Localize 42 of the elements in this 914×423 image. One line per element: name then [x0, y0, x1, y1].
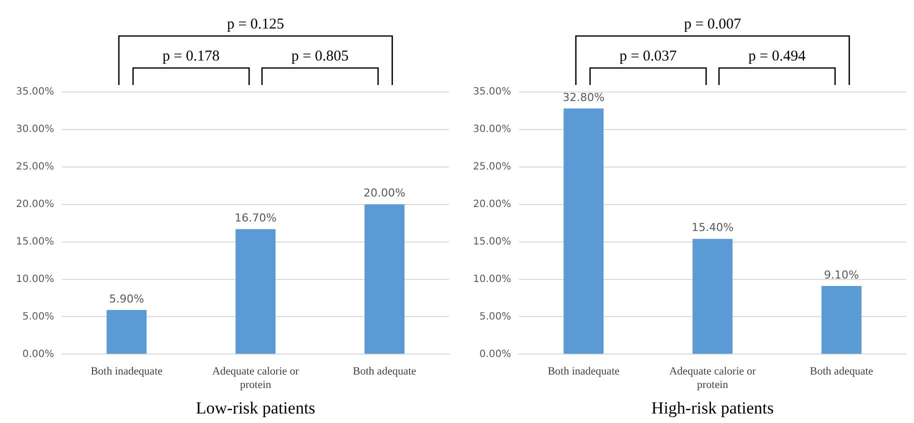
y-tick-label: 20.00% [16, 198, 54, 210]
y-tick-label: 35.00% [472, 86, 512, 98]
text: p = 0.178 [162, 48, 220, 64]
bar [564, 108, 604, 354]
y-tick-label: 25.00% [472, 162, 512, 173]
text: p = 0.037 [619, 48, 678, 64]
x-axis-title: High-risk patients [651, 398, 774, 418]
x-tick-label: Adequate calorie or protein [212, 366, 300, 391]
data-label: 5.90% [109, 292, 144, 306]
x-tick-label: Adequate calorie or protein [669, 366, 756, 391]
y-tick-label: 30.00% [472, 124, 512, 136]
x-tick-label: Both inadequate [548, 366, 620, 378]
data-label: 9.10% [824, 268, 859, 282]
y-tick-label: 15.00% [472, 236, 512, 248]
y-tick-label: 5.00% [22, 311, 54, 322]
bar [692, 238, 733, 354]
bar [364, 204, 405, 354]
data-label: 20.00% [364, 186, 406, 200]
x-tick-label: Both adequate [352, 366, 416, 378]
data-label: 15.40% [692, 221, 734, 234]
y-tick-label: 0.00% [22, 348, 54, 360]
text: p = 0.805 [291, 48, 349, 64]
x-tick-label: Both inadequate [90, 366, 163, 378]
y-tick-label: 0.00% [479, 348, 512, 360]
x-axis-title: Low-risk patients [196, 398, 316, 418]
data-label: 32.80% [562, 90, 605, 104]
data-label: 16.70% [234, 211, 277, 224]
bar [236, 229, 276, 354]
text: p = 0.007 [684, 16, 742, 32]
y-tick-label: 5.00% [479, 311, 512, 322]
y-tick-label: 20.00% [472, 198, 512, 210]
y-tick-label: 35.00% [16, 86, 54, 98]
y-tick-label: 25.00% [16, 162, 54, 173]
y-tick-label: 30.00% [16, 124, 54, 136]
text: p = 0.125 [226, 16, 284, 32]
text: p = 0.494 [748, 48, 806, 64]
x-tick-label: Both adequate [810, 366, 874, 378]
bar [822, 286, 862, 354]
y-tick-label: 10.00% [472, 274, 512, 285]
bar [106, 310, 147, 354]
y-tick-label: 15.00% [16, 236, 54, 248]
y-tick-label: 10.00% [16, 274, 54, 285]
